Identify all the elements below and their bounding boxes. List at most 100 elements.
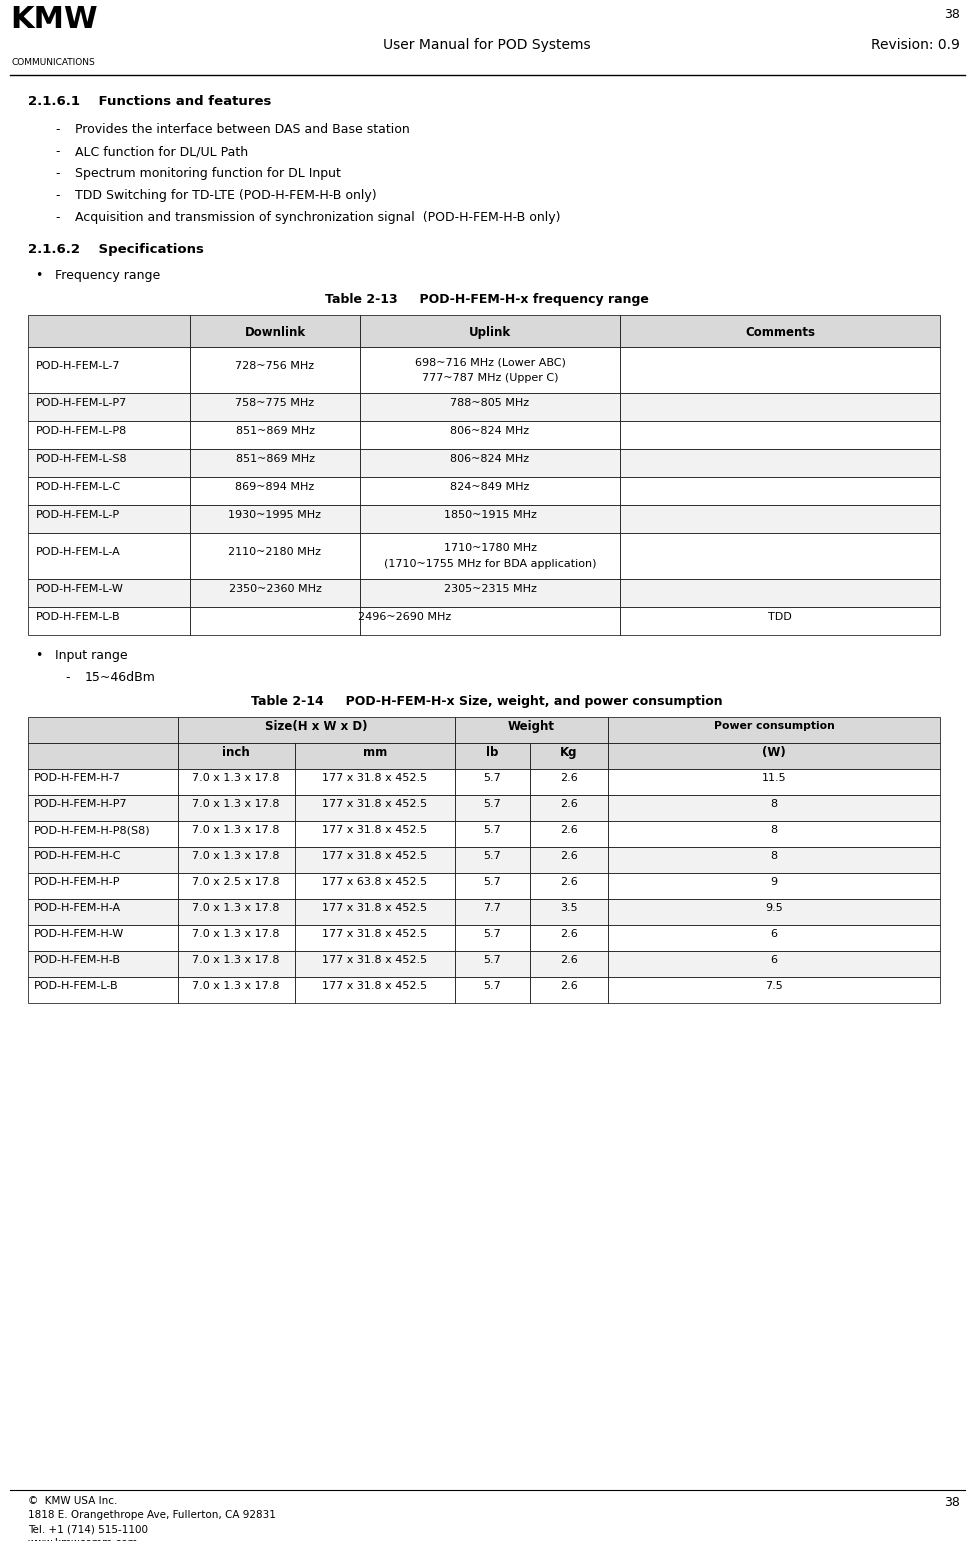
Text: Input range: Input range bbox=[55, 649, 128, 663]
Bar bbox=[28, 795, 178, 821]
Bar bbox=[28, 874, 178, 898]
Bar bbox=[620, 607, 940, 635]
Text: lb: lb bbox=[486, 746, 498, 758]
Text: Downlink: Downlink bbox=[245, 327, 305, 339]
Bar bbox=[295, 874, 455, 898]
Bar bbox=[190, 579, 360, 607]
Bar bbox=[530, 977, 608, 1003]
Text: 177 x 31.8 x 452.5: 177 x 31.8 x 452.5 bbox=[323, 929, 428, 938]
Text: POD-H-FEM-L-7: POD-H-FEM-L-7 bbox=[36, 361, 121, 371]
Bar bbox=[360, 314, 620, 347]
Bar bbox=[295, 898, 455, 925]
Text: 2.6: 2.6 bbox=[560, 982, 578, 991]
Text: 9: 9 bbox=[770, 877, 778, 888]
Text: 2.6: 2.6 bbox=[560, 774, 578, 783]
Bar bbox=[608, 951, 940, 977]
Text: 806~824 MHz: 806~824 MHz bbox=[450, 455, 529, 464]
Text: 7.0 x 1.3 x 17.8: 7.0 x 1.3 x 17.8 bbox=[192, 955, 280, 965]
Bar bbox=[190, 533, 360, 579]
Bar bbox=[295, 925, 455, 951]
Text: Frequency range: Frequency range bbox=[55, 270, 160, 282]
Bar bbox=[28, 421, 190, 448]
Bar bbox=[530, 821, 608, 848]
Bar bbox=[530, 743, 608, 769]
Text: 758~775 MHz: 758~775 MHz bbox=[235, 398, 315, 408]
Text: 15~46dBm: 15~46dBm bbox=[85, 670, 156, 684]
Text: 7.0 x 1.3 x 17.8: 7.0 x 1.3 x 17.8 bbox=[192, 774, 280, 783]
Text: 5.7: 5.7 bbox=[484, 774, 501, 783]
Text: 177 x 31.8 x 452.5: 177 x 31.8 x 452.5 bbox=[323, 798, 428, 809]
Text: POD-H-FEM-H-P7: POD-H-FEM-H-P7 bbox=[34, 798, 128, 809]
Bar bbox=[620, 393, 940, 421]
Bar bbox=[455, 977, 530, 1003]
Bar bbox=[620, 421, 940, 448]
Bar bbox=[28, 314, 190, 347]
Text: 2305~2315 MHz: 2305~2315 MHz bbox=[444, 584, 536, 593]
Bar bbox=[28, 717, 178, 743]
Bar bbox=[178, 769, 295, 795]
Text: 5.7: 5.7 bbox=[484, 824, 501, 835]
Bar bbox=[620, 579, 940, 607]
Bar bbox=[190, 448, 360, 478]
Bar bbox=[360, 347, 620, 393]
Bar bbox=[178, 925, 295, 951]
Text: •: • bbox=[35, 649, 42, 663]
Text: POD-H-FEM-L-B: POD-H-FEM-L-B bbox=[36, 612, 121, 623]
Bar bbox=[455, 925, 530, 951]
Text: Size(H x W x D): Size(H x W x D) bbox=[265, 720, 368, 732]
Bar bbox=[178, 743, 295, 769]
Bar bbox=[178, 898, 295, 925]
Text: POD-H-FEM-H-W: POD-H-FEM-H-W bbox=[34, 929, 124, 938]
Bar bbox=[455, 951, 530, 977]
Bar bbox=[360, 579, 620, 607]
Text: -: - bbox=[65, 670, 69, 684]
Bar bbox=[608, 977, 940, 1003]
Bar bbox=[190, 478, 360, 505]
Text: 1850~1915 MHz: 1850~1915 MHz bbox=[444, 510, 536, 519]
Bar bbox=[620, 314, 940, 347]
Bar bbox=[190, 421, 360, 448]
Text: 1710~1780 MHz: 1710~1780 MHz bbox=[444, 542, 536, 553]
Text: Acquisition and transmission of synchronization signal  (POD-H-FEM-H-B only): Acquisition and transmission of synchron… bbox=[75, 211, 561, 223]
Text: 2110~2180 MHz: 2110~2180 MHz bbox=[228, 547, 322, 556]
Bar bbox=[190, 607, 360, 635]
Bar bbox=[620, 448, 940, 478]
Bar bbox=[455, 848, 530, 874]
Bar bbox=[608, 795, 940, 821]
Text: •: • bbox=[35, 270, 42, 282]
Bar bbox=[178, 821, 295, 848]
Text: Revision: 0.9: Revision: 0.9 bbox=[871, 39, 960, 52]
Text: 9.5: 9.5 bbox=[765, 903, 783, 912]
Bar bbox=[28, 848, 178, 874]
Bar bbox=[455, 769, 530, 795]
Text: 728~756 MHz: 728~756 MHz bbox=[235, 361, 315, 371]
Bar bbox=[360, 533, 620, 579]
Text: 7.0 x 1.3 x 17.8: 7.0 x 1.3 x 17.8 bbox=[192, 798, 280, 809]
Text: 177 x 31.8 x 452.5: 177 x 31.8 x 452.5 bbox=[323, 851, 428, 861]
Text: 177 x 63.8 x 452.5: 177 x 63.8 x 452.5 bbox=[323, 877, 428, 888]
Bar bbox=[178, 951, 295, 977]
Bar bbox=[620, 505, 940, 533]
Text: 869~894 MHz: 869~894 MHz bbox=[235, 482, 315, 492]
Text: (1710~1755 MHz for BDA application): (1710~1755 MHz for BDA application) bbox=[384, 559, 597, 569]
Text: Table 2-14     POD-H-FEM-H-x Size, weight, and power consumption: Table 2-14 POD-H-FEM-H-x Size, weight, a… bbox=[252, 695, 722, 707]
Bar bbox=[28, 505, 190, 533]
Bar bbox=[178, 848, 295, 874]
Bar bbox=[455, 795, 530, 821]
Bar bbox=[295, 848, 455, 874]
Text: 7.5: 7.5 bbox=[765, 982, 783, 991]
Text: -: - bbox=[55, 190, 59, 202]
Text: 2.6: 2.6 bbox=[560, 955, 578, 965]
Text: 7.0 x 1.3 x 17.8: 7.0 x 1.3 x 17.8 bbox=[192, 824, 280, 835]
Text: 788~805 MHz: 788~805 MHz bbox=[450, 398, 529, 408]
Text: COMMUNICATIONS: COMMUNICATIONS bbox=[12, 59, 96, 66]
Text: 5.7: 5.7 bbox=[484, 877, 501, 888]
Text: 2.6: 2.6 bbox=[560, 824, 578, 835]
Text: POD-H-FEM-L-P: POD-H-FEM-L-P bbox=[36, 510, 120, 519]
Bar bbox=[28, 607, 190, 635]
Bar bbox=[28, 347, 190, 393]
Bar bbox=[620, 347, 940, 393]
Bar bbox=[620, 533, 940, 579]
Bar bbox=[178, 795, 295, 821]
Text: 2.6: 2.6 bbox=[560, 929, 578, 938]
